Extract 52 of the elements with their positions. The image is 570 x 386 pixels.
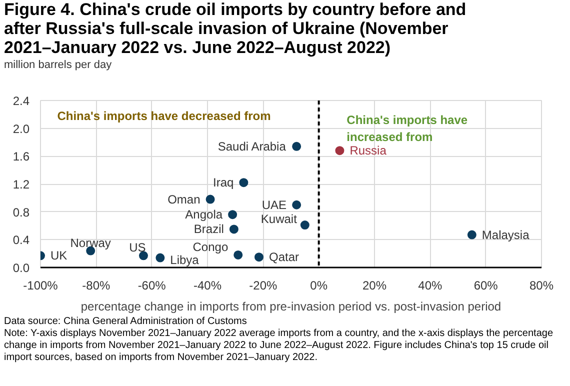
annotation: China's imports have increased from [346,113,468,144]
chart-title: Figure 4. China's crude oil imports by country before and after Russia's full-scale invasion of Ukraine (November 2021–January 2022 vs. June 2022–August 2022) [4,0,468,57]
point [239,178,248,188]
x-tick-label: 40% [418,278,443,292]
point [234,250,243,260]
point [335,146,344,156]
series-label: Norway [70,236,111,250]
point [206,194,215,204]
y-tick-label: 1.2 [12,178,30,192]
y-tick-label: 0.4 [12,233,30,248]
series-label: Saudi Arabia [218,139,286,154]
y-tick-label: 2.4 [12,94,30,108]
point [156,253,165,262]
series-label: Russia [350,144,387,158]
x-axis-title: percentage change in imports from pre-invasion period vs. post-invasion period [80,300,502,314]
x-tick-label: 60% [474,278,498,292]
text: Note: Y-axis displays November 2021–January 2022 average imports from a country, and the x-axis displays the percentage change in imports from November 2021–January 2022 to June 2022–August 2022. Figure includes China's top 15 crude oil import sources, based on imports from November 2021–January 2022. [4,328,554,363]
y-axis-title: million barrels per day [4,58,113,73]
point [292,142,302,151]
series-label: Libya [170,252,200,267]
x-tick-label: -40% [193,278,222,292]
series-label: Kuwait [260,212,298,226]
y-tick-label: 2.0 [12,122,30,136]
source-note: Data source: China General Administration of Customs [4,316,247,327]
point [228,210,238,220]
series-label: Brazil [194,222,224,236]
x-tick-label: -100% [23,278,58,292]
series-label: Angola [185,208,223,222]
point [229,224,238,234]
point [138,251,148,260]
series-label: US [129,240,146,255]
series-label: Oman [168,192,200,206]
x-tick-label: 0% [310,278,328,292]
series-label: Congo [192,240,228,254]
y-tick-label: 0.8 [12,205,30,220]
y-tick-label: 0.0 [12,261,30,275]
x-tick-label: 80% [529,278,554,292]
series-label: UAE [262,198,287,212]
series-label: UK [50,248,68,263]
series-label: Iraq [213,176,234,190]
series-label: Malaysia [482,228,530,242]
point [300,220,310,230]
annotation: China's imports have decreased from [57,108,271,123]
point [254,252,264,262]
series-label: Qatar [268,250,300,264]
point [292,200,302,210]
point [467,230,476,240]
x-tick-label: -80% [82,278,111,292]
x-tick-label: -60% [138,278,166,292]
x-tick-label: -20% [249,278,278,292]
x-tick-label: 20% [362,278,387,292]
y-tick-label: 1.6 [12,150,30,164]
